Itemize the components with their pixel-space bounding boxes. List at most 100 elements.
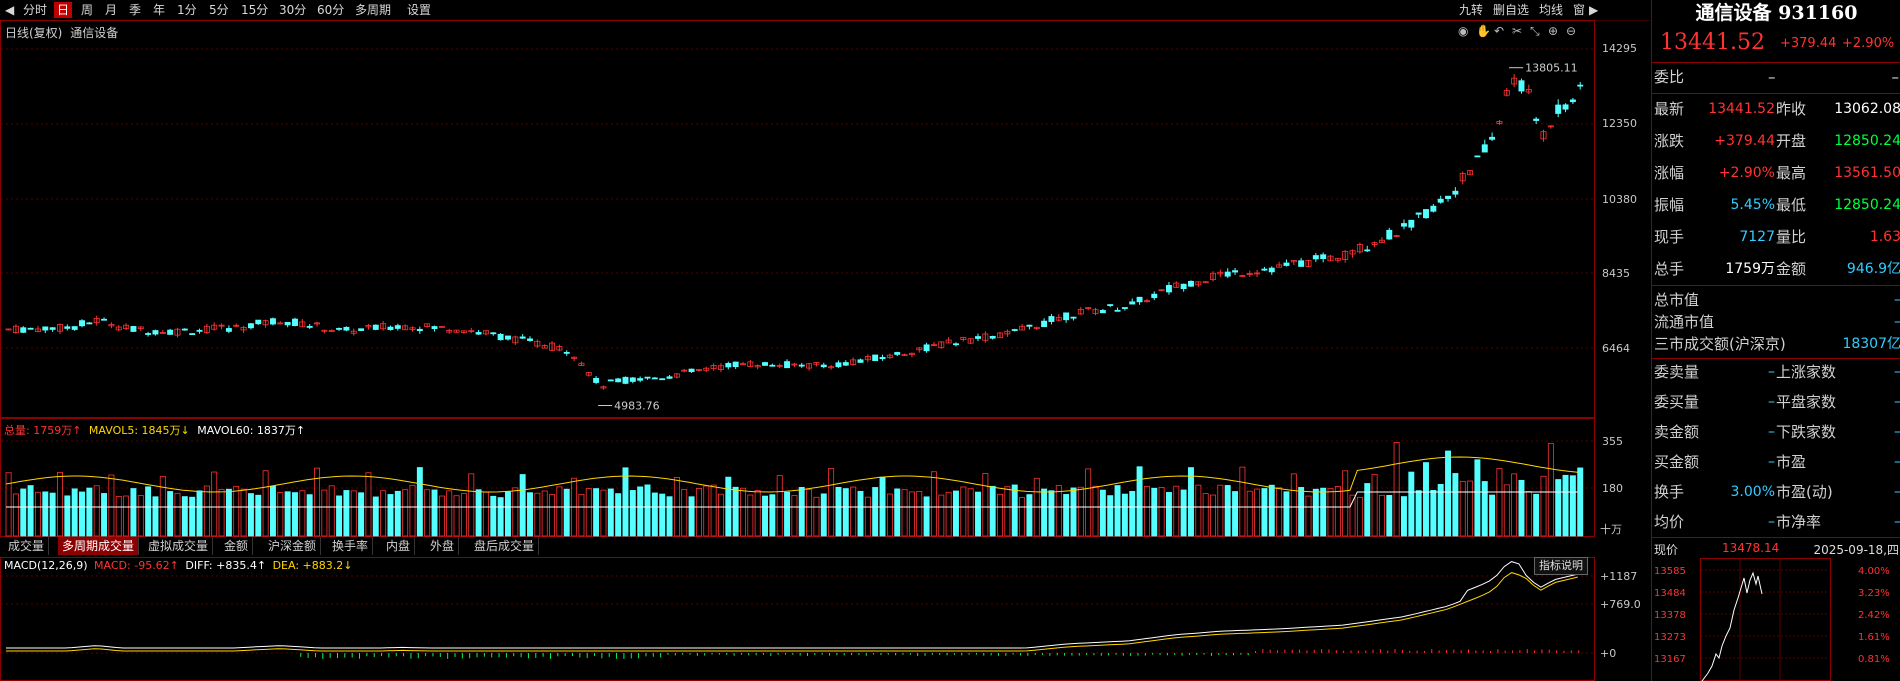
tab-7[interactable]: 外盘: [426, 537, 460, 555]
volume-bar: [1320, 487, 1327, 537]
volume-bar: [1180, 489, 1187, 537]
candle: [637, 378, 644, 381]
high-label: 13805.11: [1525, 62, 1578, 75]
next-icon[interactable]: ▶: [1589, 3, 1599, 17]
stat-label-2: 下跌家数: [1776, 423, 1837, 441]
volume-bar: [1210, 494, 1216, 537]
tab-3[interactable]: 金额: [220, 537, 254, 555]
candle: [1562, 104, 1569, 110]
volume-bar: [1467, 480, 1474, 537]
toolbar-right-1[interactable]: 删自选: [1493, 3, 1530, 17]
tab-4[interactable]: 沪深金额: [264, 537, 322, 555]
candle: [556, 346, 563, 351]
period-4[interactable]: 季: [129, 3, 142, 17]
scissors-icon[interactable]: ✂: [1512, 24, 1523, 38]
period-7[interactable]: 5分: [209, 3, 229, 17]
price-tick-2: 10380: [1602, 193, 1637, 206]
period-8[interactable]: 15分: [241, 3, 269, 17]
period-6[interactable]: 1分: [177, 3, 197, 17]
candle: [123, 324, 130, 329]
eye-icon[interactable]: ◉: [1458, 24, 1469, 38]
candle: [1041, 320, 1048, 328]
volume-bar: [512, 487, 519, 537]
volume-bar: [115, 496, 122, 537]
stat-label: 换手: [1654, 483, 1685, 501]
tab-0[interactable]: 成交量: [4, 537, 50, 555]
period-3[interactable]: 月: [105, 3, 118, 17]
tab-5[interactable]: 换手率: [328, 537, 374, 555]
candle: [34, 328, 41, 332]
volume-bar: [336, 495, 343, 537]
candle: [1055, 316, 1062, 321]
period-1[interactable]: 日: [54, 2, 73, 18]
tab-8[interactable]: 盘后成交量: [470, 537, 540, 555]
quote-value: 5.45%: [1730, 197, 1775, 213]
candle: [372, 324, 379, 330]
candle: [1070, 316, 1077, 319]
prev-icon[interactable]: ◀: [5, 3, 15, 17]
volume-bar: [607, 488, 614, 537]
volume-bar: [350, 490, 357, 537]
toolbar-right-2[interactable]: 均线: [1539, 3, 1564, 17]
volume-bar: [152, 496, 159, 537]
tab-2[interactable]: 虚拟成交量: [144, 537, 214, 555]
zoom-in-icon[interactable]: ⊕: [1548, 24, 1559, 38]
volume-bar: [1158, 487, 1165, 537]
volume-bar: [27, 485, 34, 537]
volume-bar: [1555, 479, 1562, 537]
candle: [1503, 90, 1510, 96]
volume-bar: [1063, 494, 1070, 537]
volume-bar: [637, 486, 644, 537]
candle: [292, 318, 298, 327]
volume-bar: [923, 496, 930, 537]
hand-icon[interactable]: ✋: [1476, 24, 1491, 38]
volume-bar: [1474, 459, 1481, 537]
period-5[interactable]: 年: [153, 3, 166, 17]
quote-row-4: 现手 7127 量比 1.63: [1652, 225, 1900, 249]
volume-bar: [1364, 483, 1371, 537]
quote-value: +379.44: [1714, 133, 1775, 149]
volume-bar: [791, 495, 798, 537]
undo-icon[interactable]: ↶: [1494, 24, 1505, 38]
zoom-out-icon[interactable]: ⊖: [1566, 24, 1577, 38]
period-11[interactable]: 多周期: [355, 3, 392, 17]
tab-6[interactable]: 内盘: [382, 537, 416, 555]
volume-bar: [688, 496, 695, 537]
period-9[interactable]: 30分: [279, 3, 307, 17]
candle: [350, 330, 357, 334]
period-2[interactable]: 周: [81, 3, 94, 17]
volume-bar: [953, 490, 959, 537]
mini-price: 13478.14: [1722, 541, 1780, 555]
volume-bar: [681, 489, 688, 537]
candle: [1180, 283, 1187, 289]
candle: [1437, 198, 1444, 203]
period-10[interactable]: 60分: [317, 3, 345, 17]
volume-bar: [1246, 490, 1253, 537]
candle: [240, 326, 247, 331]
candle: [387, 326, 394, 330]
volume-bar: [12, 493, 19, 537]
tab-1[interactable]: 多周期成交量: [58, 537, 140, 555]
quote-value-2: 946.9亿: [1846, 261, 1900, 277]
candle: [328, 330, 335, 332]
volume-bar: [1459, 480, 1466, 537]
toolbar-right-0[interactable]: 九转: [1459, 3, 1484, 17]
candle: [27, 327, 34, 330]
volume-bar: [813, 496, 820, 537]
candle: [835, 362, 842, 368]
candle: [1415, 212, 1422, 215]
period-0[interactable]: 分时: [23, 3, 48, 17]
volume-bar: [460, 493, 467, 537]
intraday-mini-chart[interactable]: 13585 13484 13378 13273 13167 4.00% 3.23% 2.42%…: [1652, 558, 1900, 681]
period-12[interactable]: 设置: [407, 3, 432, 17]
volume-bar: [1445, 450, 1452, 537]
volume-bar: [314, 467, 320, 537]
candle: [908, 352, 915, 356]
volume-bar: [732, 486, 739, 537]
quote-value-2: 12850.24: [1834, 133, 1900, 149]
quote-row-3: 振幅 5.45% 最低 12850.24: [1652, 193, 1900, 217]
indicator-help-button[interactable]: 指标说明: [1534, 557, 1588, 575]
shrink-icon[interactable]: ⤡: [1530, 24, 1540, 38]
toolbar-right-3[interactable]: 窗: [1573, 3, 1586, 17]
candle: [1114, 309, 1121, 312]
